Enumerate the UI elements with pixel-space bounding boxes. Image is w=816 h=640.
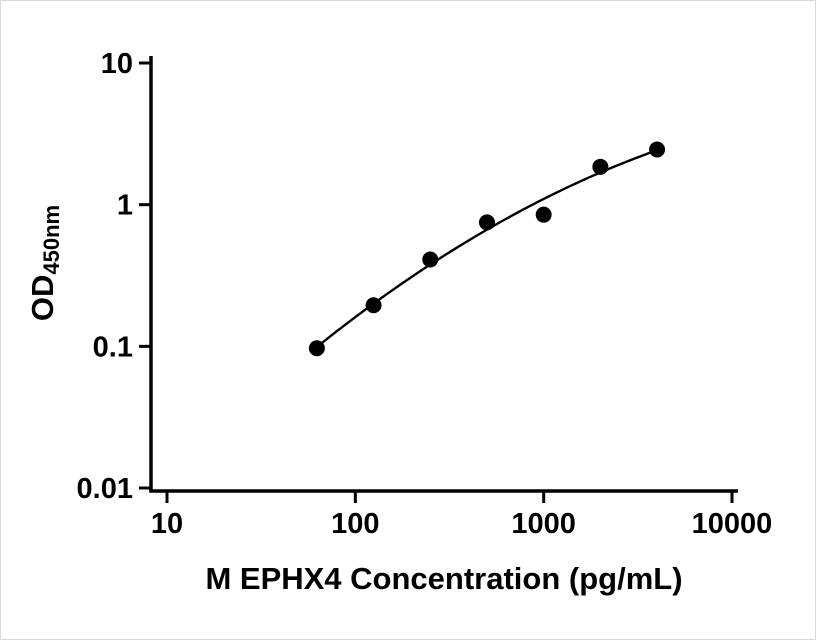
x-tick-label: 10000 — [692, 508, 773, 540]
x-tick-label: 1000 — [511, 508, 576, 540]
x-axis-title: M EPHX4 Concentration (pg/mL) — [205, 561, 682, 596]
x-tick-label: 10 — [151, 508, 183, 540]
data-point — [478, 214, 495, 231]
data-point — [649, 141, 666, 158]
data-point — [308, 340, 325, 357]
y-axis-title-main: OD — [25, 275, 60, 322]
y-axis-title-subscript: 450nm — [39, 205, 64, 275]
y-tick-label: 1 — [117, 190, 133, 222]
data-point — [365, 297, 382, 314]
data-point — [592, 158, 609, 175]
axis-label-layer: M EPHX4 Concentration (pg/mL) OD450nm — [25, 205, 683, 596]
x-tick-label: 100 — [331, 508, 379, 540]
y-tick-label: 10 — [101, 48, 133, 80]
y-tick-label: 0.01 — [77, 473, 133, 505]
data-point — [422, 251, 439, 268]
data-point — [535, 206, 552, 223]
fit-curve — [316, 149, 658, 348]
y-axis-title: OD450nm — [25, 205, 64, 321]
y-tick-label: 0.1 — [93, 331, 133, 363]
